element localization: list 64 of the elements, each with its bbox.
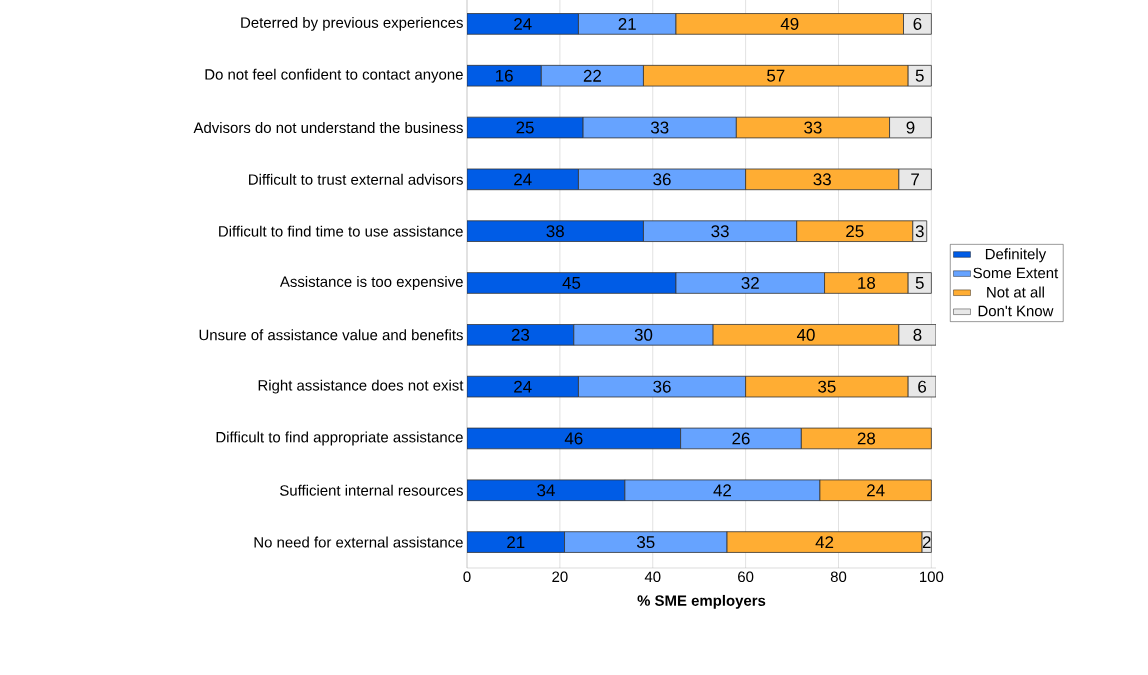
legend-label: Definitely [985,248,1047,263]
x-tick-label: 80 [830,571,847,583]
data-label: 32 [741,276,759,289]
data-label: 45 [562,277,581,289]
y-tick-label: Difficult to trust external advisors [249,173,463,185]
data-label: 46 [564,432,583,445]
data-label: 38 [546,225,564,238]
y-tick-label: Right assistance does not exist [258,379,464,394]
data-label: 6 [918,380,927,393]
data-label: 42 [713,484,731,497]
x-axis-title: % SME employers [637,594,766,609]
legend-label: Don't Know [978,305,1054,317]
y-tick-label: Unsure of assistance value and benefits [199,329,463,341]
data-label: 40 [796,328,815,341]
data-label: 7 [911,173,919,186]
y-tick-label: Assistance is too expensive [279,276,463,290]
data-label: 18 [858,276,876,289]
data-label: 34 [537,484,555,497]
y-tick-label: No need for external assistance [254,536,463,548]
data-label: 21 [618,17,636,30]
data-label: 33 [650,121,669,134]
data-label: 21 [507,536,525,548]
data-label: 9 [906,121,915,134]
y-tick-label: Advisors do not understand the business [193,122,463,134]
data-label: 8 [913,328,922,341]
y-tick-label: Difficult to find time to use assistance [219,225,463,237]
x-tick-label: 0 [463,571,471,583]
x-tick-label: 60 [738,571,754,583]
data-label: 35 [818,380,836,393]
data-label: 25 [846,225,864,238]
data-label: 2 [922,536,931,548]
data-label: 36 [653,380,671,393]
data-label: 3 [915,225,924,238]
data-label: 33 [711,225,729,238]
data-label: 36 [653,173,671,186]
data-label: 49 [780,17,799,30]
data-label: 57 [767,69,785,82]
data-label: 25 [516,121,534,134]
y-tick-label: Do not feel confident to contact anyone [205,68,463,83]
data-label: 22 [583,69,601,82]
data-label: 5 [915,277,924,289]
y-tick-label: Deterred by previous experiences [241,16,463,31]
legend-label: Some Extent [973,267,1059,279]
x-tick-label: 100 [920,571,944,583]
data-label: 28 [857,432,876,445]
data-label: 24 [867,484,885,497]
data-label: 23 [511,328,530,341]
y-tick-label: Difficult to find appropriate assistance [216,431,463,446]
data-label: 6 [913,17,922,30]
data-label: 30 [634,328,653,341]
data-label: 24 [514,17,532,30]
data-label: 33 [804,121,822,134]
data-label: 26 [732,432,750,445]
data-label: 42 [815,536,834,548]
data-label: 35 [637,536,655,549]
x-tick-label: 20 [552,571,568,583]
x-tick-label: 40 [644,571,661,583]
data-label: 33 [813,173,831,186]
data-label: 24 [514,380,532,393]
legend-label: Not at all [987,286,1044,298]
data-label: 24 [514,173,532,186]
y-tick-label: Sufficient internal resources [280,484,463,496]
data-label: 16 [496,69,513,82]
data-label: 5 [915,69,924,82]
